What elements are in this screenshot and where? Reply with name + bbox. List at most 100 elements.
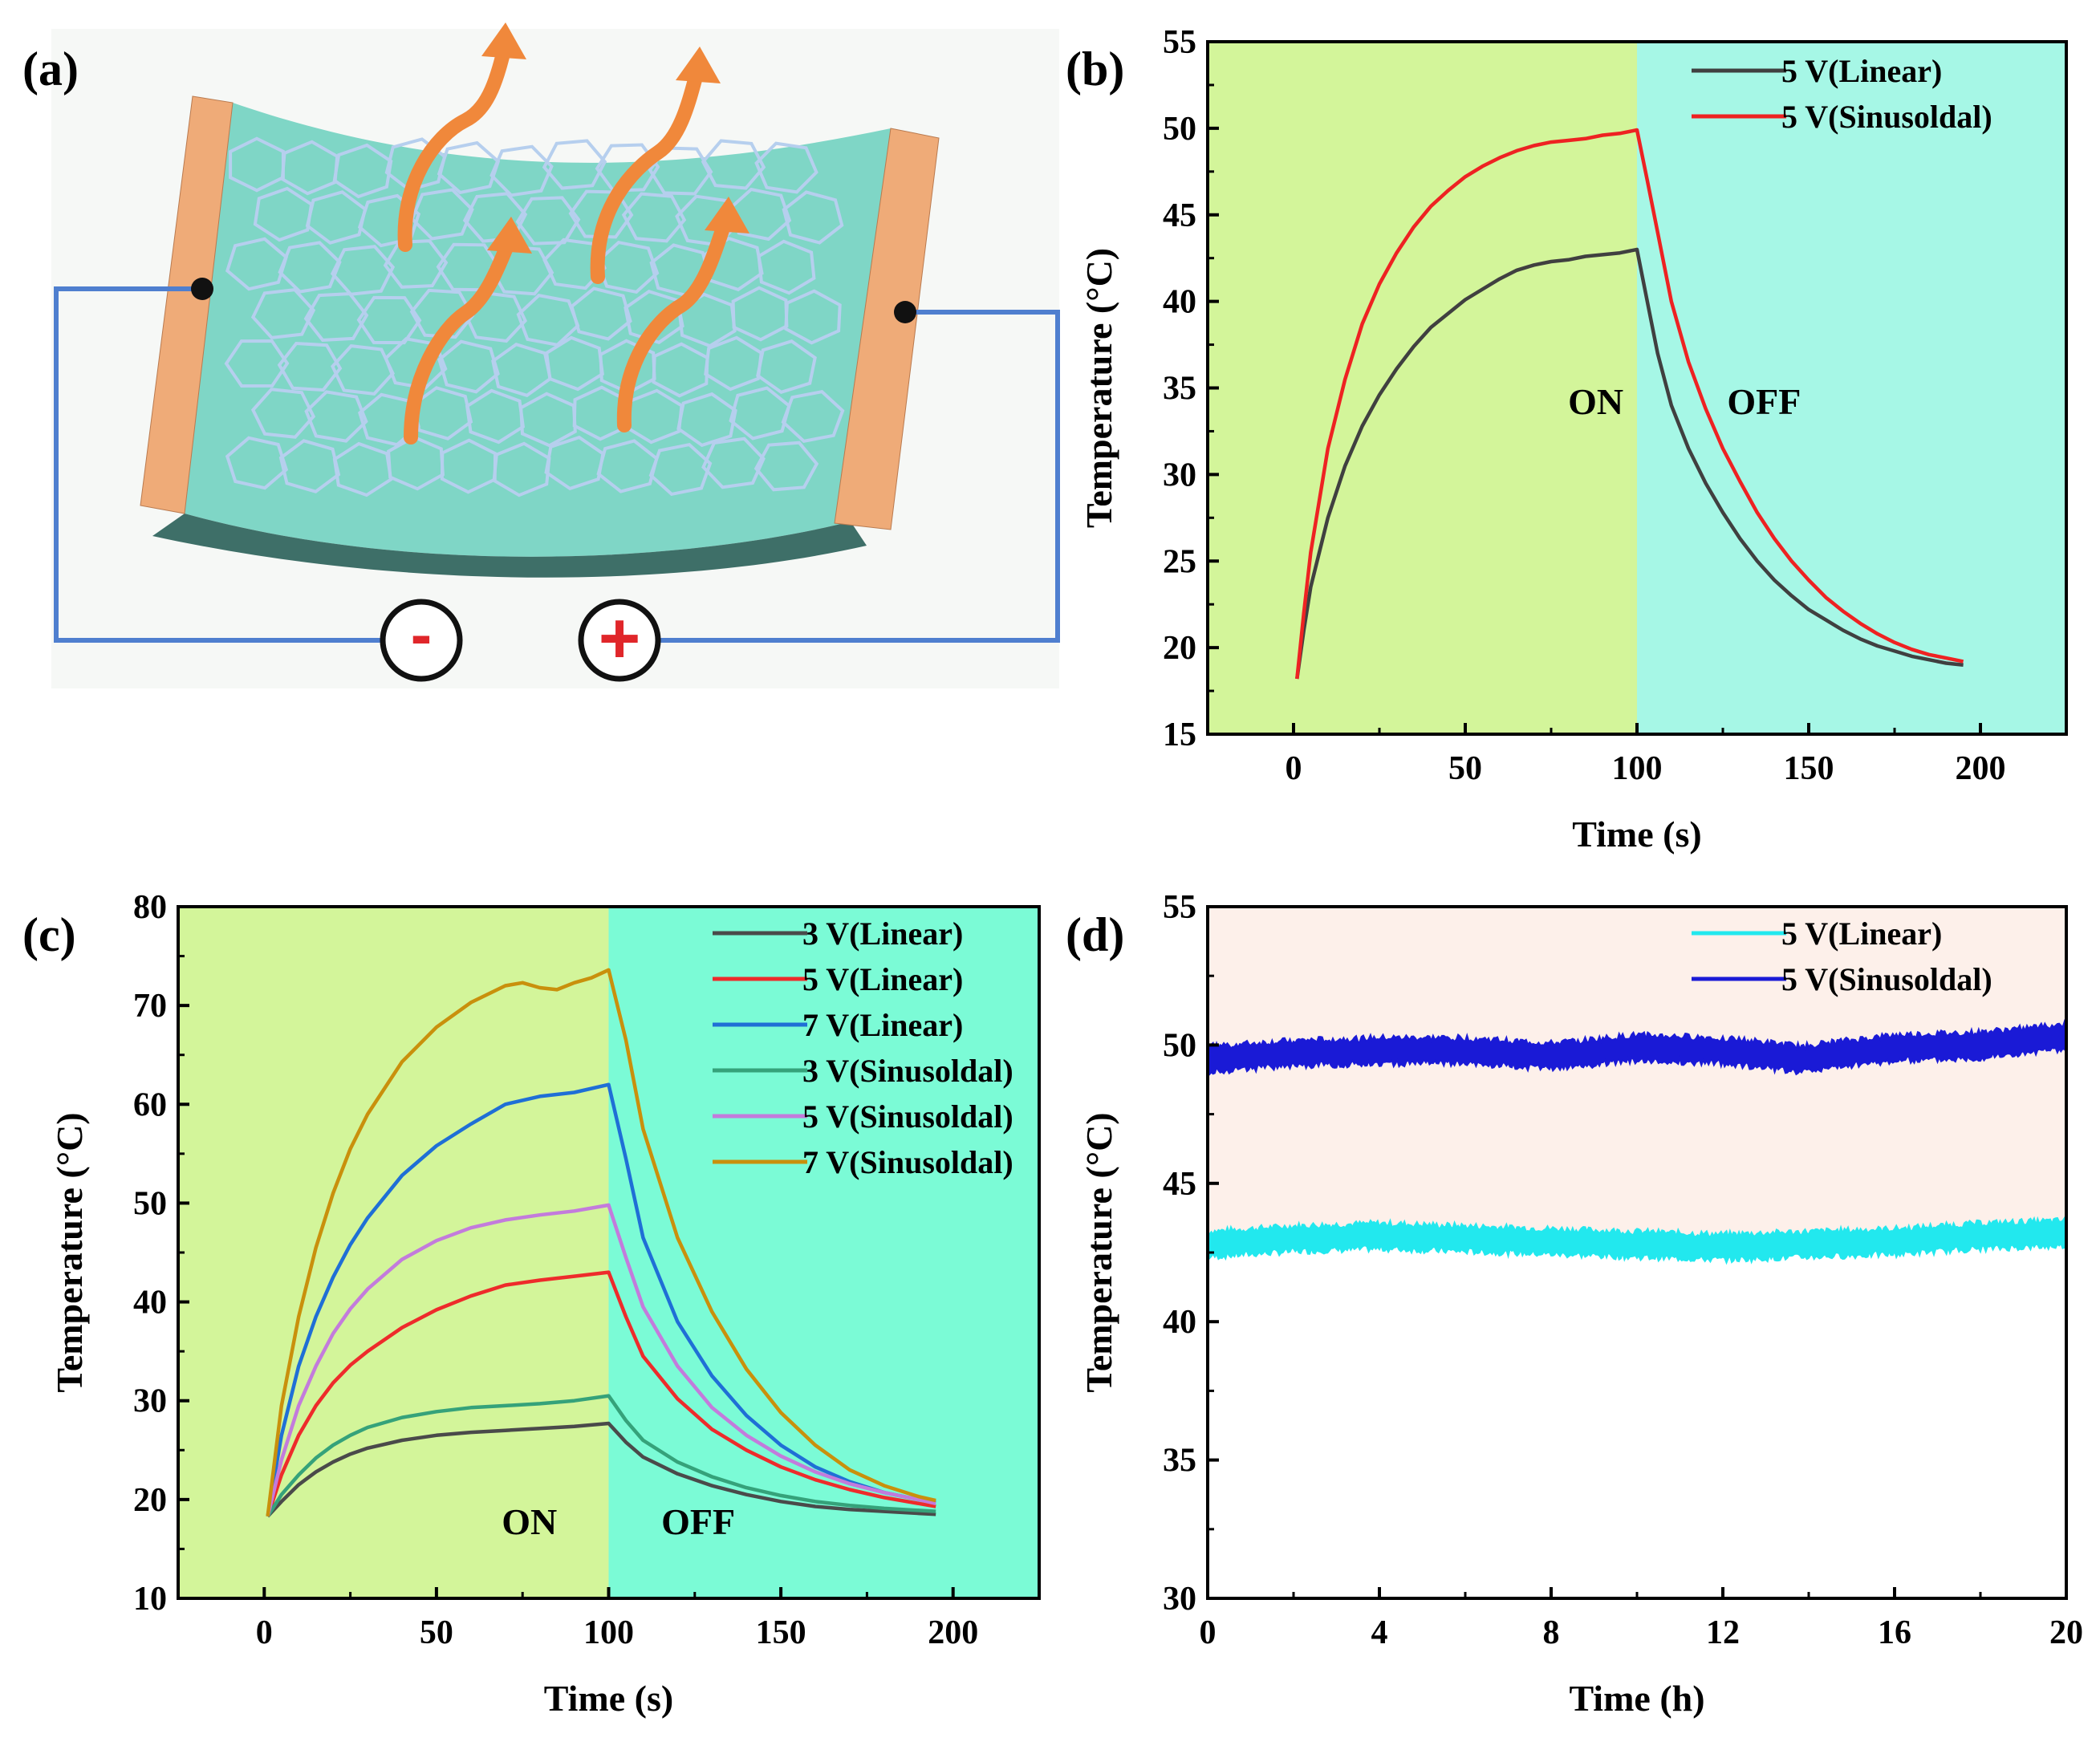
- y-axis-label: Temperature (°C): [1078, 1112, 1119, 1392]
- y-axis-label: Temperature (°C): [49, 1112, 90, 1392]
- hexagon-cell: [519, 392, 577, 448]
- hexagon-cell: [753, 441, 819, 492]
- arrow-head-icon: [487, 217, 532, 254]
- hexagon-cell: [782, 190, 844, 245]
- x-tick-label: 200: [1956, 750, 2006, 787]
- hexagon-cell: [250, 287, 316, 340]
- y-tick-label: 50: [133, 1185, 167, 1222]
- hexagon-cell: [250, 388, 316, 439]
- circuit-wires: [54, 286, 1060, 643]
- hexagon-cell: [756, 339, 817, 395]
- wire-right: [658, 310, 1060, 643]
- region-band: [1208, 907, 2066, 1239]
- x-tick-label: 50: [420, 1614, 453, 1651]
- y-tick-label: 55: [1163, 889, 1196, 926]
- y-tick-label: 20: [133, 1482, 167, 1519]
- heat-arrow-icon: [404, 233, 517, 445]
- hexagon-cell: [492, 441, 551, 497]
- region-label: ON: [502, 1501, 557, 1542]
- hexagon-cell: [332, 441, 393, 497]
- y-tick-label: 15: [1163, 717, 1196, 753]
- hexagon-cell: [356, 295, 422, 345]
- hexagon-cell: [303, 292, 369, 342]
- legend-entry: 5 V(Linear): [1781, 916, 1942, 952]
- minus-terminal-icon: -: [380, 599, 463, 682]
- region-on: [1208, 42, 1637, 734]
- x-tick-label: 12: [1706, 1614, 1740, 1651]
- wire-left: [54, 286, 383, 643]
- hexagon-cell: [277, 341, 343, 392]
- heat-arrow-icon: [397, 37, 513, 252]
- x-tick-label: 150: [756, 1614, 806, 1651]
- hexagon-cell: [648, 442, 713, 497]
- y-tick-label: 30: [1163, 457, 1196, 493]
- hexagon-cell: [728, 187, 792, 242]
- hexagon-cell: [225, 436, 289, 490]
- hexagon-cell: [784, 289, 842, 345]
- region-label: OFF: [1727, 381, 1801, 422]
- hexagon-cell: [542, 139, 607, 190]
- electrode-right: [834, 128, 940, 530]
- panel-label: (c): [22, 908, 76, 961]
- region-label: ON: [1568, 381, 1623, 422]
- hexagon-cell: [729, 386, 791, 441]
- series-line: [266, 1270, 936, 1517]
- hexagon-cell: [757, 239, 816, 295]
- heat-arrows: [397, 22, 749, 445]
- series-line: [266, 1421, 936, 1518]
- hexagon-cell: [489, 144, 554, 197]
- hexagon-cell: [595, 240, 660, 294]
- y-tick-label: 40: [1163, 284, 1196, 321]
- heat-arrow-icon: [616, 211, 733, 432]
- x-tick-label: 16: [1878, 1614, 1911, 1651]
- y-tick-label: 55: [1163, 24, 1196, 61]
- x-tick-label: 8: [1543, 1614, 1560, 1651]
- legend-entry: 7 V(Sinusoldal): [802, 1144, 1013, 1180]
- hexagon-cell: [437, 339, 500, 394]
- legend: 5 V(Linear) 5 V(Sinusoldal): [1692, 916, 1992, 997]
- series-line: [266, 1394, 936, 1518]
- arrow-head-icon: [705, 197, 749, 233]
- x-tick-label: 100: [1612, 750, 1663, 787]
- legend-entry: 5 V(Sinusoldal): [1781, 961, 1992, 997]
- hexagon-cell: [676, 392, 737, 448]
- hexagon-cell: [224, 339, 290, 388]
- y-tick-label: 30: [133, 1383, 167, 1420]
- panel-a-schematic: - + (a): [22, 22, 1060, 688]
- electrode-left: [140, 95, 234, 514]
- hexagon-cell: [568, 189, 634, 239]
- x-tick-label: 0: [1200, 1614, 1217, 1651]
- hexagon-cell: [515, 196, 581, 246]
- x-tick-label: 150: [1784, 750, 1834, 787]
- series-line: [1295, 247, 1964, 680]
- y-tick-label: 45: [1163, 197, 1196, 234]
- chart-c: ON OFF 0 50 100 150 200 10 20 30 40 50 60 70 80 Time (s…: [22, 889, 1041, 1719]
- legend-entry: 3 V(Linear): [802, 916, 963, 952]
- y-tick-label: 60: [133, 1086, 167, 1123]
- heater-film-edge: [152, 514, 867, 578]
- legend-entry: 5 V(Linear): [802, 961, 963, 997]
- panel-a-label: (a): [22, 43, 79, 95]
- panel-label: (d): [1066, 908, 1124, 961]
- x-tick-label: 200: [928, 1614, 978, 1651]
- hexagon-cell: [704, 335, 763, 392]
- legend-entry: 5 V(Linear): [1781, 53, 1942, 89]
- legend-entry: 5 V(Sinusoldal): [802, 1098, 1013, 1135]
- chart-d: 0 4 8 12 16 20 30 35 40 45 50 55 Time (h) Temperature…: [1066, 889, 2083, 1719]
- x-axis-label: Time (s): [1572, 814, 1701, 855]
- legend: 5 V(Linear) 5 V(Sinusoldal): [1692, 53, 1992, 135]
- hexagon-cell: [781, 390, 845, 443]
- x-axis-label: Time (s): [544, 1678, 673, 1719]
- series-line: [266, 968, 936, 1517]
- hexagon-cell: [596, 439, 659, 493]
- hexagon-cell: [384, 337, 448, 390]
- series-line: [266, 1082, 936, 1517]
- legend-entry: 7 V(Linear): [802, 1007, 963, 1043]
- hexagon-cell: [701, 139, 766, 190]
- y-axis-label: Temperature (°C): [1078, 248, 1119, 528]
- x-tick-label: 4: [1371, 1614, 1388, 1651]
- region-on: [178, 907, 609, 1598]
- hexagon-cell: [304, 390, 368, 443]
- series-line: [1295, 128, 1964, 680]
